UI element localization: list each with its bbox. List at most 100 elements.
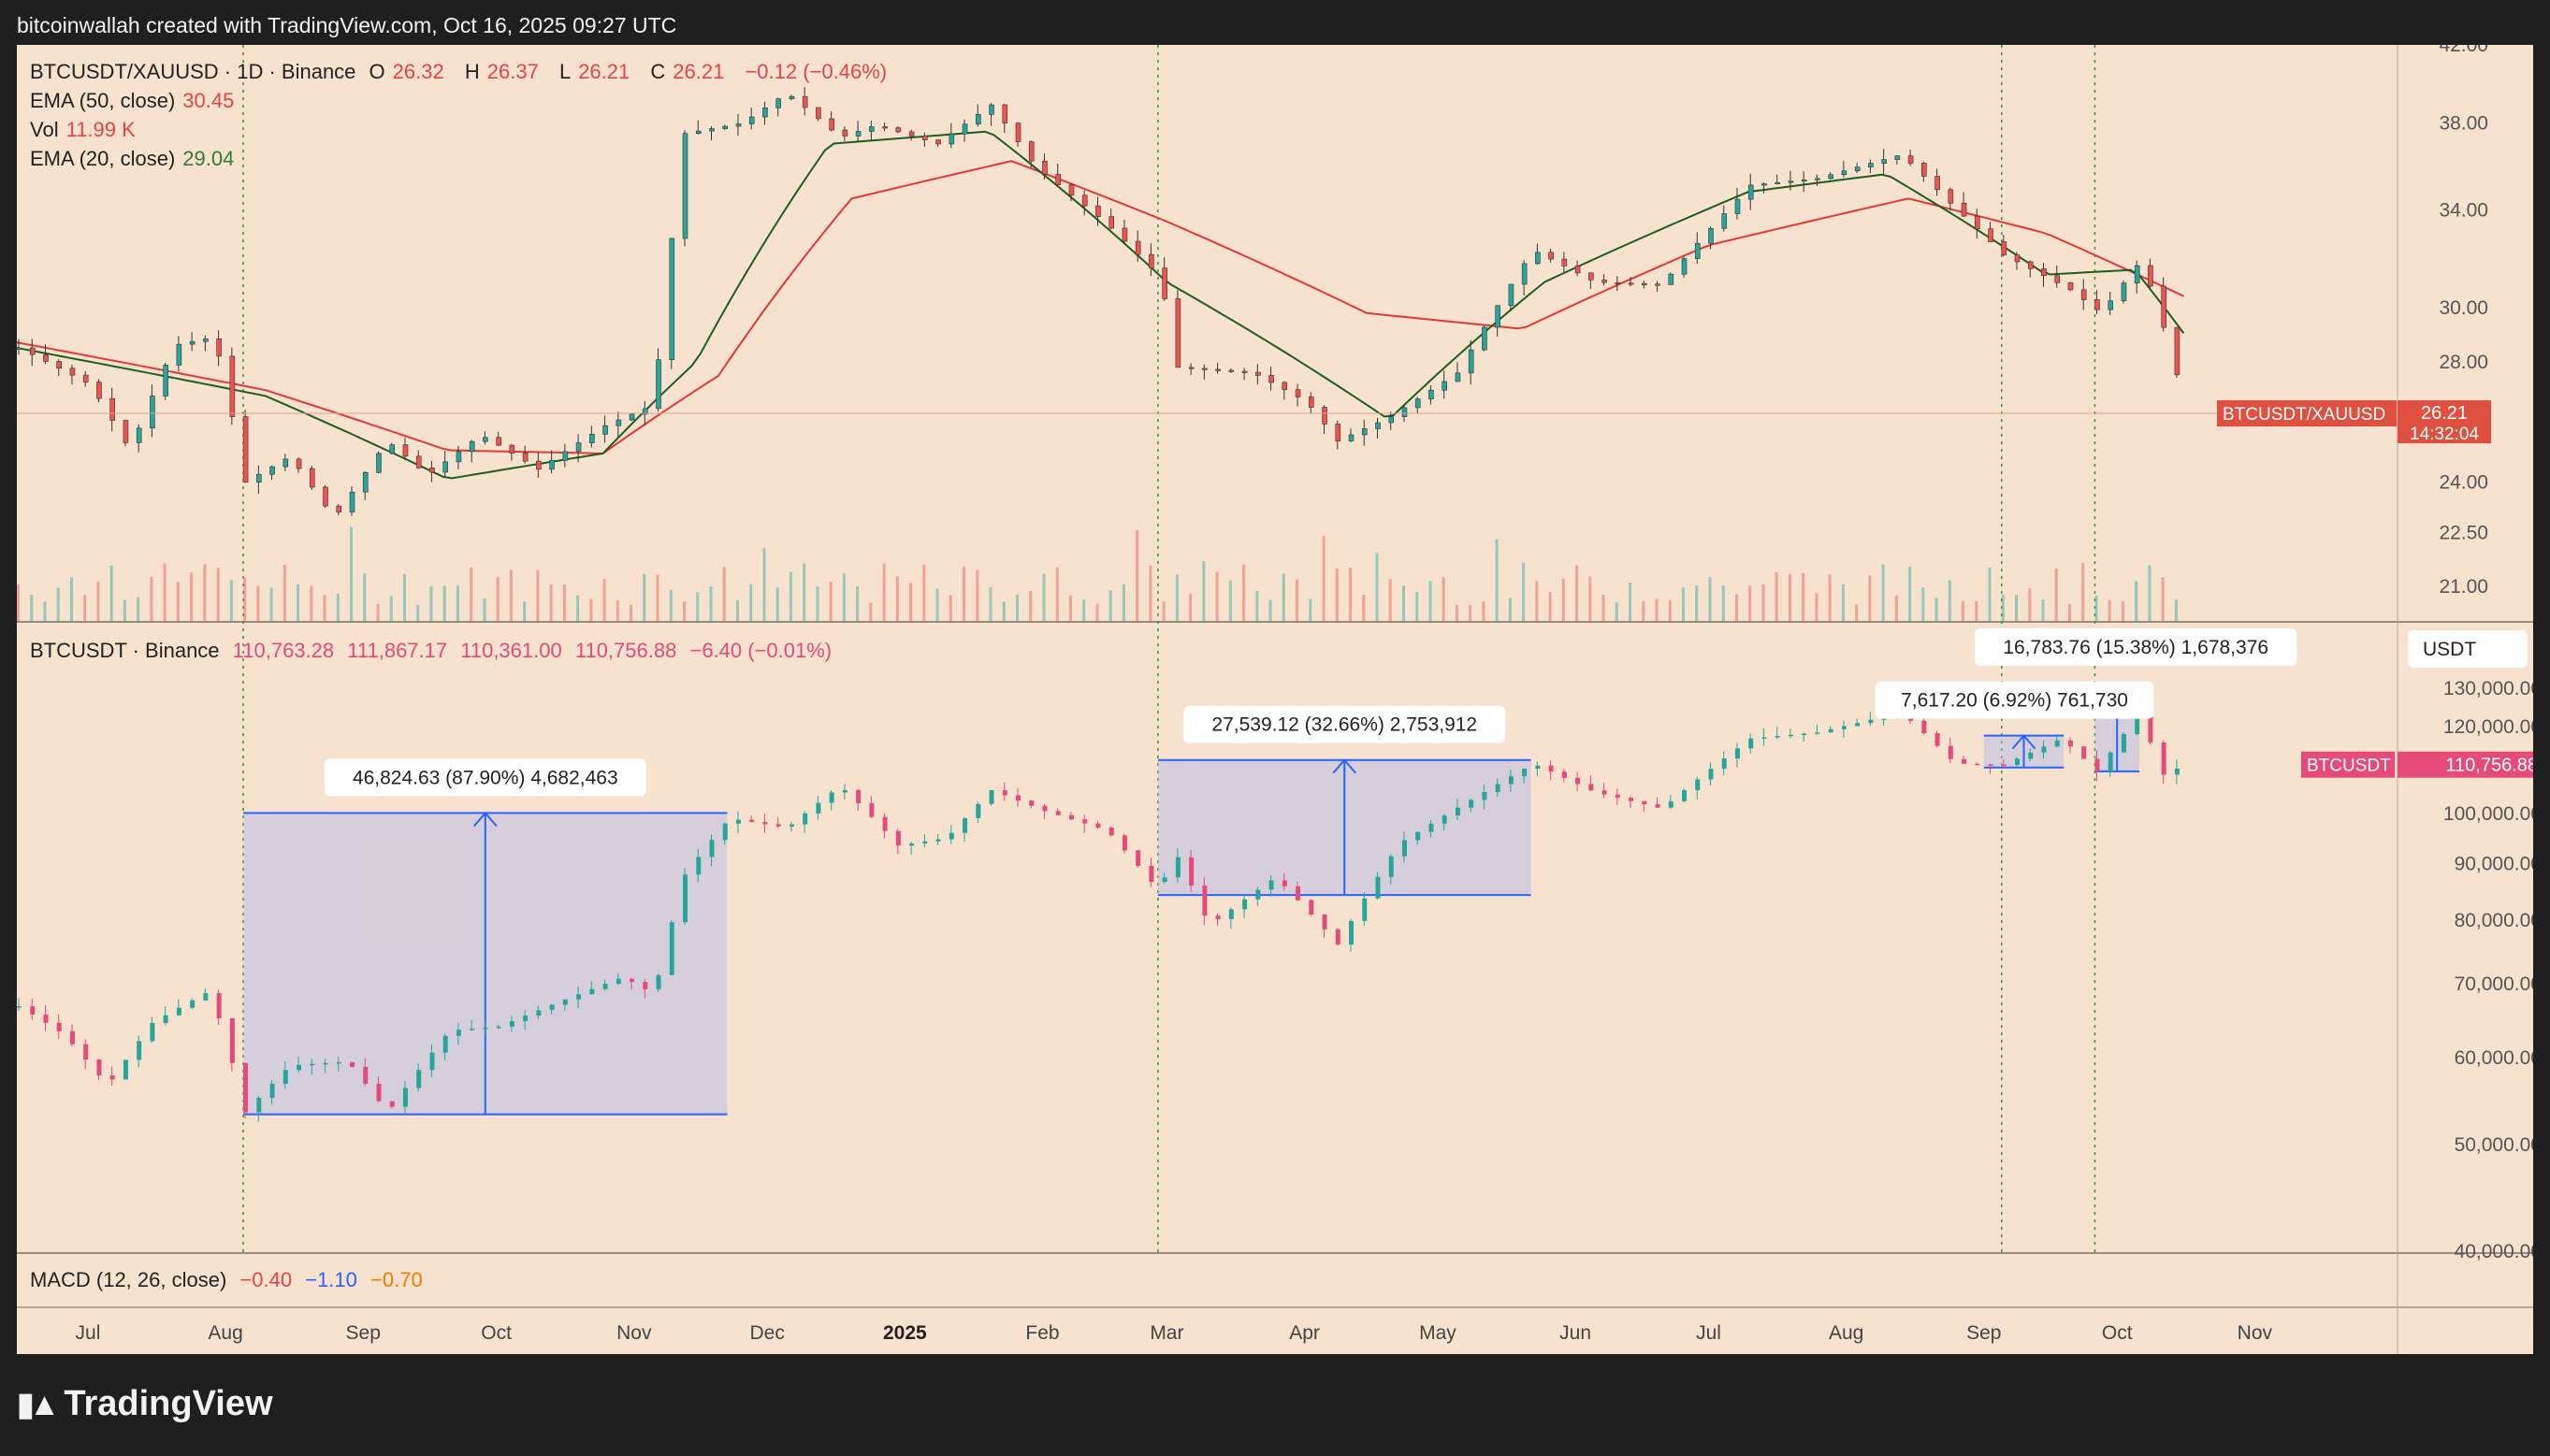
candle — [1601, 279, 1607, 283]
candle — [469, 440, 475, 453]
candle — [1894, 155, 1901, 160]
btc-candle — [656, 974, 661, 989]
btc-candle — [1561, 771, 1567, 778]
btc-candle — [922, 841, 928, 843]
candle — [842, 129, 848, 137]
candle — [242, 416, 249, 483]
volume-bar — [1575, 565, 1579, 622]
volume-bar — [1588, 576, 1592, 622]
candle — [2027, 261, 2034, 269]
volume-bar — [56, 587, 60, 622]
candle — [1921, 163, 1927, 177]
btc-candle — [1455, 807, 1460, 816]
candle — [1975, 215, 1980, 230]
macd-legend[interactable]: MACD (12, 26, close) −0.40 −1.10 −0.70 — [30, 1268, 423, 1291]
volume-bar — [1708, 576, 1712, 622]
volume-bar — [1948, 580, 1951, 622]
btc-candle — [762, 822, 768, 825]
time-axis-label: Mar — [1150, 1322, 1183, 1344]
volume-bar — [803, 563, 806, 622]
candle — [616, 419, 622, 426]
tradingview-logo[interactable]: ▮▲ TradingView — [17, 1384, 273, 1424]
candle — [855, 131, 862, 137]
btc-symbol-tag — [2301, 751, 2395, 778]
btc-candle — [1508, 776, 1514, 785]
btc-candle — [350, 1061, 355, 1067]
volume-bar — [416, 604, 420, 622]
volume-bar — [1068, 595, 1072, 622]
candle — [96, 382, 102, 399]
btc-candle — [376, 1083, 382, 1102]
volume-bar — [1921, 587, 1925, 622]
candle — [1934, 176, 1940, 191]
volume-bar — [243, 577, 247, 622]
candle — [1734, 198, 1741, 214]
volume-bar — [949, 595, 952, 622]
volume-legend[interactable]: Vol 11.99 K — [30, 118, 136, 141]
btc-candle — [1162, 877, 1167, 882]
candle — [323, 486, 328, 507]
btc-candle — [1375, 876, 1381, 899]
candle — [735, 123, 742, 127]
time-axis-label: Apr — [1289, 1322, 1320, 1344]
btc-candle — [2067, 740, 2073, 747]
ema20-legend[interactable]: EMA (20, close) 29.04 — [30, 147, 235, 170]
volume-bar — [909, 583, 913, 622]
ema50-legend[interactable]: EMA (50, close) 30.45 — [30, 89, 235, 112]
candle — [1561, 258, 1568, 267]
btc-candle — [895, 830, 901, 846]
btc-candle — [1268, 880, 1274, 890]
btc-candle — [1975, 763, 1980, 766]
measure-label-box — [1975, 627, 2297, 666]
volume-bar — [123, 599, 126, 622]
candle — [1215, 368, 1221, 371]
btc-candle — [1695, 779, 1701, 790]
btc-candle — [683, 874, 688, 923]
candle — [2161, 285, 2166, 328]
volume-bar — [509, 569, 513, 622]
btc-candle — [389, 1101, 395, 1107]
candle — [1868, 163, 1874, 167]
btc-candle — [496, 1026, 501, 1029]
btc-candle — [589, 988, 595, 995]
volume-bar — [323, 595, 326, 622]
btc-candle — [963, 818, 968, 833]
btc-candle — [363, 1066, 369, 1084]
btc-candle — [176, 1007, 181, 1016]
candle — [29, 347, 36, 355]
top-symbol[interactable]: BTCUSDT/XAUUSD · 1D · Binance — [30, 60, 356, 83]
btc-candle — [1002, 789, 1007, 796]
btc-candle — [1575, 777, 1581, 785]
top-price-tick: 28.00 — [2439, 352, 2488, 373]
volume-bar — [1082, 599, 1086, 622]
chart-credit: bitcoinwallah created with TradingView.c… — [17, 13, 677, 37]
volume-bar — [1375, 553, 1379, 622]
btc-candle — [829, 792, 834, 803]
volume-bar — [1908, 567, 1912, 622]
candle — [962, 123, 968, 135]
volume-bar — [1495, 539, 1499, 622]
candle — [176, 343, 182, 366]
candle — [1815, 178, 1820, 180]
candle — [1841, 170, 1847, 176]
volume-bar — [869, 602, 873, 622]
candle — [496, 437, 501, 446]
chart-canvas[interactable]: 42.00 38.00 34.00 30.00 28.00 24.00 22.50 21.00… — [17, 45, 2533, 1354]
chart-frame[interactable]: 42.00 38.00 34.00 30.00 28.00 24.00 22.50 21.00… — [17, 45, 2533, 1354]
volume-bar — [176, 582, 180, 622]
candle — [1535, 252, 1541, 265]
btc-candle — [882, 816, 888, 831]
candle — [1135, 240, 1141, 255]
btc-candle — [269, 1083, 275, 1098]
btc-candle — [1282, 880, 1287, 887]
volume-bar — [589, 598, 593, 622]
btc-candle — [1095, 823, 1101, 829]
btc-candle — [536, 1010, 542, 1016]
measure-label-box — [1875, 681, 2154, 719]
bottom-symbol[interactable]: BTCUSDT · Binance — [30, 639, 220, 662]
volume-bar — [1122, 584, 1125, 622]
candle — [216, 339, 222, 357]
candle — [1401, 407, 1408, 417]
volume-bar — [1802, 572, 1805, 622]
volume-bar — [1428, 581, 1432, 622]
